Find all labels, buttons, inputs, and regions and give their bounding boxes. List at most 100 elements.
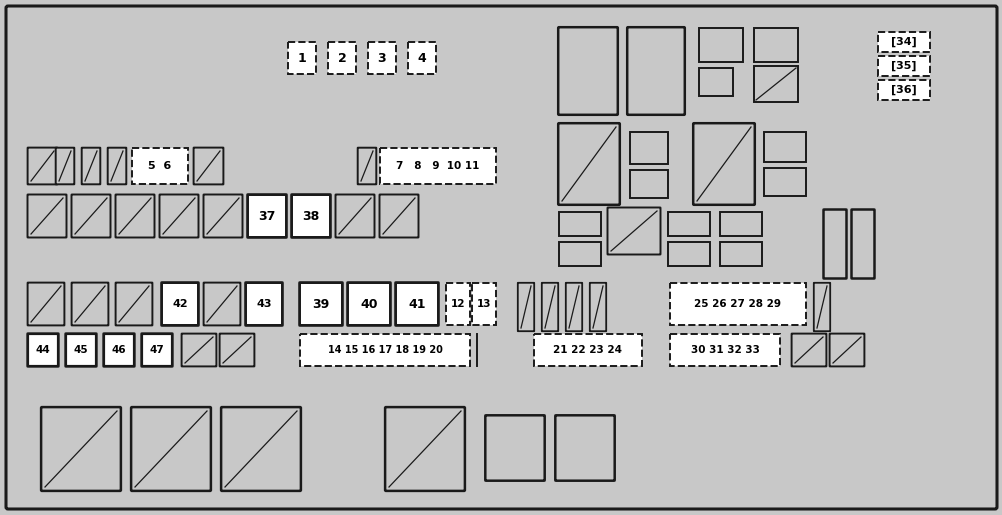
Bar <box>132 148 187 184</box>
FancyBboxPatch shape <box>692 123 755 205</box>
FancyBboxPatch shape <box>220 407 301 491</box>
FancyBboxPatch shape <box>385 407 465 491</box>
FancyBboxPatch shape <box>558 27 617 115</box>
Bar <box>629 132 667 164</box>
Text: [34]: [34] <box>890 37 916 47</box>
Bar <box>698 28 742 62</box>
FancyBboxPatch shape <box>335 195 374 237</box>
Text: 45: 45 <box>73 345 88 355</box>
FancyBboxPatch shape <box>203 283 240 325</box>
Text: 38: 38 <box>302 210 320 222</box>
FancyBboxPatch shape <box>81 148 100 184</box>
Bar <box>328 42 356 74</box>
FancyBboxPatch shape <box>71 195 110 237</box>
Bar <box>380 148 496 184</box>
Text: 46: 46 <box>111 345 126 355</box>
Bar <box>669 334 780 366</box>
Bar <box>669 283 806 325</box>
Bar <box>300 334 470 366</box>
FancyBboxPatch shape <box>66 334 96 366</box>
FancyBboxPatch shape <box>348 283 390 325</box>
Bar <box>446 283 470 325</box>
Text: 12: 12 <box>450 299 465 309</box>
FancyBboxPatch shape <box>829 334 864 366</box>
Bar <box>558 242 600 266</box>
Text: 47: 47 <box>149 345 164 355</box>
Bar <box>754 28 798 62</box>
FancyBboxPatch shape <box>823 210 846 279</box>
Text: 4: 4 <box>417 52 426 64</box>
Text: 37: 37 <box>259 210 276 222</box>
Text: 14 15 16 17 18 19 20: 14 15 16 17 18 19 20 <box>328 345 442 355</box>
Bar <box>368 42 396 74</box>
FancyBboxPatch shape <box>245 283 283 325</box>
FancyBboxPatch shape <box>28 148 57 184</box>
Text: [36]: [36] <box>890 85 916 95</box>
FancyBboxPatch shape <box>791 334 826 366</box>
FancyBboxPatch shape <box>28 283 64 325</box>
Text: 30 31 32 33: 30 31 32 33 <box>689 345 759 355</box>
Text: 40: 40 <box>360 298 378 311</box>
FancyBboxPatch shape <box>71 283 108 325</box>
FancyBboxPatch shape <box>607 208 660 254</box>
Bar <box>764 168 806 196</box>
Text: 1: 1 <box>298 52 306 64</box>
Text: 39: 39 <box>312 298 330 311</box>
Bar <box>877 32 929 52</box>
Bar <box>533 334 641 366</box>
FancyBboxPatch shape <box>115 283 152 325</box>
Bar <box>719 212 762 236</box>
FancyBboxPatch shape <box>300 283 342 325</box>
Text: 13: 13 <box>476 299 491 309</box>
FancyBboxPatch shape <box>541 283 558 331</box>
FancyBboxPatch shape <box>565 283 581 331</box>
Bar <box>629 170 667 198</box>
FancyBboxPatch shape <box>558 123 619 205</box>
FancyBboxPatch shape <box>589 283 605 331</box>
FancyBboxPatch shape <box>193 148 223 184</box>
FancyBboxPatch shape <box>219 334 255 366</box>
FancyBboxPatch shape <box>379 195 418 237</box>
FancyBboxPatch shape <box>56 148 74 184</box>
FancyBboxPatch shape <box>28 334 58 366</box>
Bar <box>667 242 709 266</box>
Bar <box>558 212 600 236</box>
FancyBboxPatch shape <box>395 283 438 325</box>
FancyBboxPatch shape <box>247 195 287 237</box>
FancyBboxPatch shape <box>6 6 996 509</box>
FancyBboxPatch shape <box>41 407 121 491</box>
FancyBboxPatch shape <box>181 334 216 366</box>
Text: 21 22 23 24: 21 22 23 24 <box>553 345 622 355</box>
FancyBboxPatch shape <box>115 195 154 237</box>
Bar <box>472 283 496 325</box>
Text: 5  6: 5 6 <box>148 161 171 171</box>
Bar <box>667 212 709 236</box>
FancyBboxPatch shape <box>131 407 210 491</box>
Bar <box>877 56 929 76</box>
Text: [35]: [35] <box>891 61 916 71</box>
FancyBboxPatch shape <box>813 283 830 331</box>
FancyBboxPatch shape <box>27 195 66 237</box>
Text: 41: 41 <box>408 298 425 311</box>
FancyBboxPatch shape <box>159 195 198 237</box>
FancyBboxPatch shape <box>103 334 134 366</box>
Bar <box>754 66 798 102</box>
FancyBboxPatch shape <box>358 148 376 184</box>
FancyBboxPatch shape <box>107 148 126 184</box>
FancyBboxPatch shape <box>485 415 544 480</box>
Bar <box>408 42 436 74</box>
FancyBboxPatch shape <box>292 195 330 237</box>
Text: 44: 44 <box>36 345 50 355</box>
Bar <box>764 132 806 162</box>
Bar <box>719 242 762 266</box>
Bar <box>877 80 929 100</box>
Text: 25 26 27 28 29: 25 26 27 28 29 <box>693 299 781 309</box>
FancyBboxPatch shape <box>851 210 874 279</box>
FancyBboxPatch shape <box>517 283 534 331</box>
Bar <box>288 42 316 74</box>
FancyBboxPatch shape <box>161 283 198 325</box>
Text: 43: 43 <box>256 299 272 309</box>
Text: 3: 3 <box>378 52 386 64</box>
Bar <box>698 68 732 96</box>
Text: 7   8   9  10 11: 7 8 9 10 11 <box>396 161 479 171</box>
